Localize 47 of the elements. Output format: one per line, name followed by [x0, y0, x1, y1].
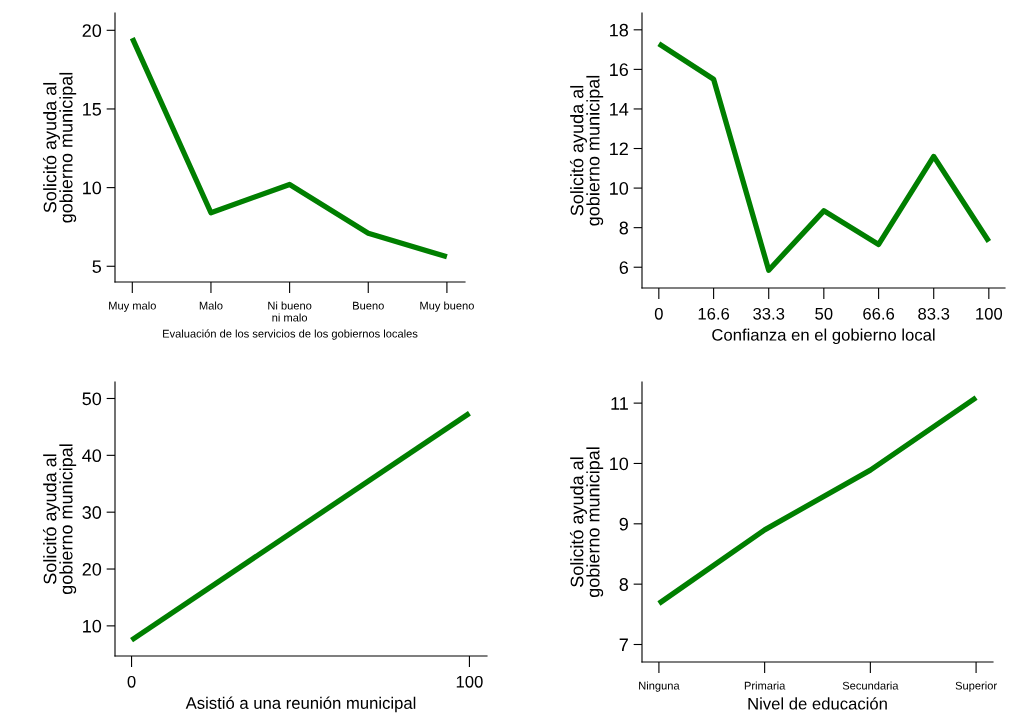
- x-tick-label: 83.3: [918, 307, 950, 320]
- x-tick-label: 100: [976, 307, 1003, 320]
- x-tick-label: 100: [456, 675, 483, 688]
- y-axis-title: Solicitó ayuda al gobierno municipal: [569, 75, 604, 226]
- y-tick-label: 10: [610, 457, 629, 471]
- y-tick-label: 6: [619, 261, 629, 274]
- x-tick-label: Ni bueno ni malo: [268, 301, 312, 322]
- x-axis-title: Evaluación de los servicios de los gobiernos locales: [163, 329, 418, 340]
- y-tick-label: 10: [83, 619, 102, 633]
- y-tick-label: 14: [610, 103, 629, 116]
- y-tick-label: 8: [619, 221, 629, 235]
- y-tick-label: 40: [82, 449, 102, 463]
- x-tick-label: Bueno: [353, 301, 384, 310]
- x-tick-label: Secundaria: [842, 681, 899, 690]
- x-axis-title: Nivel de educación: [748, 697, 887, 710]
- y-tick-label: 10: [610, 182, 629, 195]
- x-tick-label: 0: [127, 675, 136, 688]
- y-axis-title: Solicitó ayuda al gobierno municipal: [42, 72, 77, 223]
- y-tick-label: 18: [610, 23, 629, 37]
- y-axis-title: Solicitó ayuda al gobierno municipal: [42, 444, 77, 595]
- y-axis-title: Solicitó ayuda al gobierno municipal: [569, 447, 604, 598]
- y-tick-label: 16: [610, 63, 629, 77]
- x-tick-label: Superior: [955, 681, 997, 692]
- y-tick-label: 10: [83, 181, 102, 195]
- x-tick-label: Muy malo: [109, 301, 156, 312]
- y-tick-label: 30: [82, 506, 102, 519]
- x-axis-title: Confianza en el gobierno local: [712, 328, 935, 345]
- x-axis-title: Asistió a una reunión municipal: [185, 696, 416, 713]
- y-tick-label: 50: [82, 392, 102, 406]
- x-tick-label: 50: [815, 307, 833, 320]
- x-tick-label: Ninguna: [639, 681, 680, 692]
- y-tick-label: 7: [619, 638, 628, 652]
- y-tick-label: 5: [92, 260, 102, 273]
- y-tick-label: 20: [82, 562, 102, 576]
- y-tick-label: 11: [611, 397, 628, 410]
- x-tick-label: 33.3: [753, 307, 785, 320]
- y-tick-label: 15: [83, 103, 102, 116]
- y-tick-label: 12: [610, 142, 628, 156]
- x-tick-label: 0: [654, 307, 663, 320]
- y-tick-label: 20: [82, 24, 102, 38]
- x-tick-label: 66.6: [863, 307, 895, 320]
- y-tick-label: 9: [619, 517, 628, 531]
- y-tick-label: 8: [619, 578, 629, 591]
- x-tick-label: Muy bueno: [420, 301, 474, 312]
- x-tick-label: Primaria: [744, 681, 786, 690]
- x-tick-label: 16.6: [698, 307, 730, 320]
- x-tick-label: Malo: [199, 301, 223, 310]
